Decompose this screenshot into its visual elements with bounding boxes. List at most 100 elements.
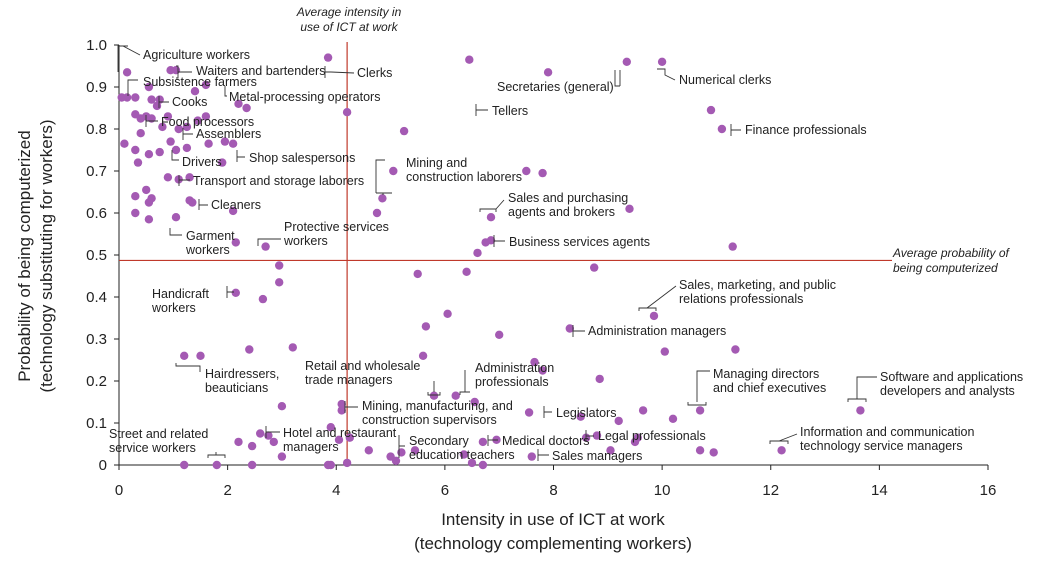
data-point: [261, 242, 270, 251]
data-points: [117, 53, 865, 470]
data-point: [418, 351, 428, 360]
data-point: [122, 93, 132, 102]
data-point: [136, 129, 145, 138]
leader-line: [207, 452, 226, 458]
data-point: [410, 446, 420, 455]
label-numerical-clerks: Numerical clerks: [679, 73, 771, 87]
leader-line: [224, 86, 227, 97]
label-secondary-education-teachers: Secondary education teachers: [409, 434, 515, 462]
leader-line: [324, 66, 355, 78]
leader-line: [427, 381, 441, 396]
data-point: [147, 95, 156, 104]
data-point: [638, 406, 648, 415]
label-clerks: Clerks: [357, 66, 392, 80]
leader-line: [175, 363, 201, 372]
data-point: [695, 406, 705, 415]
data-point: [465, 55, 474, 64]
x-tick-label: 4: [332, 482, 340, 499]
x-tick-label: 14: [871, 482, 888, 499]
data-point: [397, 448, 406, 457]
leader-line: [543, 406, 552, 418]
leader-line: [475, 104, 488, 116]
y-axis-title: Probability of being computerized (techno…: [15, 119, 56, 392]
leader-line: [537, 449, 549, 461]
leader-line: [459, 370, 470, 395]
leader-line: [487, 435, 498, 446]
x-tick-label: 2: [223, 482, 231, 499]
x-tick-label: 12: [762, 482, 779, 499]
data-point: [190, 87, 200, 96]
label-transport-and-storage-laborers: Transport and storage laborers: [193, 174, 364, 188]
data-point: [182, 122, 192, 132]
data-point: [614, 416, 623, 426]
label-business-services-agents: Business services agents: [509, 235, 650, 249]
label-street-and-related-service-workers: Street and related service workers: [109, 427, 208, 455]
data-point: [288, 343, 297, 352]
label-drivers: Drivers: [182, 155, 222, 169]
label-handicraft-workers: Handicraft workers: [151, 287, 209, 315]
x-tick-label: 10: [654, 482, 671, 499]
data-point: [144, 150, 154, 159]
data-point: [201, 80, 211, 90]
leader-line: [572, 325, 585, 337]
data-point: [595, 374, 604, 384]
data-point: [147, 194, 156, 203]
data-point: [258, 294, 268, 304]
data-point: [247, 460, 257, 470]
y-tick-label: 0.2: [86, 373, 107, 390]
data-point: [527, 452, 536, 461]
data-point: [486, 236, 496, 245]
annotations: Agriculture workers Waiters and bartender…: [109, 45, 1023, 463]
data-point: [443, 309, 452, 318]
label-secretaries-general: Secretaries (general): [497, 80, 614, 94]
data-point: [413, 269, 422, 279]
data-point: [543, 68, 553, 77]
leader-line: [265, 426, 280, 438]
data-point: [131, 192, 140, 201]
data-point: [171, 145, 181, 155]
label-administration-professionals: Administration professionals: [475, 361, 554, 389]
data-point: [131, 208, 140, 218]
data-point: [530, 357, 539, 367]
leader-line: [176, 65, 192, 79]
data-point: [228, 139, 238, 148]
data-point: [459, 450, 469, 459]
label-food-processors: Food processors: [161, 115, 254, 129]
data-point: [269, 437, 278, 447]
data-point: [155, 95, 164, 104]
leader-line: [687, 370, 710, 406]
data-point: [163, 112, 173, 121]
leader-line: [585, 430, 594, 441]
data-point: [122, 68, 132, 77]
data-point: [478, 437, 488, 447]
data-point: [142, 185, 151, 195]
data-point: [622, 57, 631, 66]
data-point: [706, 105, 716, 115]
data-point: [158, 122, 167, 132]
data-point: [731, 345, 740, 354]
data-point: [188, 198, 197, 207]
data-point: [576, 412, 585, 421]
label-protective-services-workers: Protective services workers: [283, 220, 389, 248]
leader-line: [257, 238, 281, 246]
data-point: [342, 108, 352, 117]
data-point: [144, 82, 154, 92]
data-point: [625, 204, 634, 213]
data-point: [180, 351, 189, 360]
label-sales-and-purchasing-agents-and-brokers: Sales and purchasing agents and brokers: [508, 191, 628, 219]
data-point: [228, 206, 238, 216]
leader-line: [236, 150, 245, 162]
data-point: [668, 414, 678, 423]
label-administration-managers: Administration managers: [588, 324, 726, 338]
data-point: [473, 248, 482, 258]
data-point: [201, 112, 211, 121]
data-point: [777, 446, 786, 455]
label-cooks: Cooks: [172, 95, 207, 109]
data-point: [323, 53, 333, 62]
data-point: [277, 402, 287, 411]
leader-line: [198, 199, 208, 210]
label-cleaners: Cleaners: [211, 198, 261, 212]
data-point: [231, 288, 240, 297]
leader-line: [171, 150, 179, 161]
leader-line: [117, 45, 141, 72]
